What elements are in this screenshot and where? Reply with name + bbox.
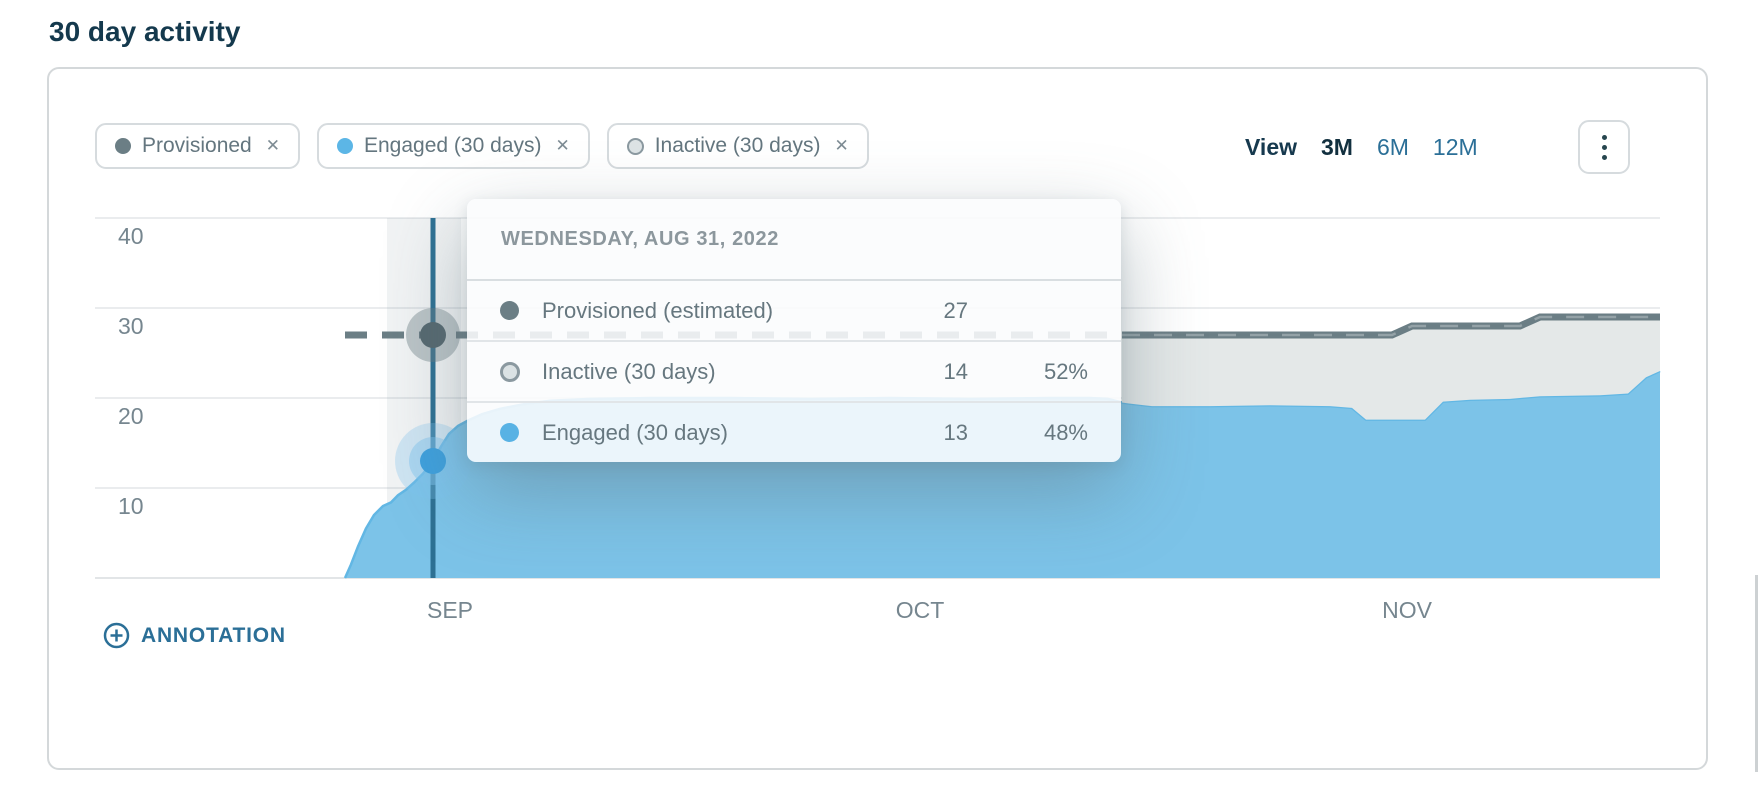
kebab-menu-icon: [1601, 134, 1607, 160]
remove-filter-icon[interactable]: ✕: [265, 136, 280, 155]
x-axis-tick: SEP: [426, 597, 474, 623]
view-option-12m[interactable]: 12M: [1432, 133, 1478, 160]
provisioned-dot-icon: [500, 301, 519, 320]
x-axis-tick: NOV: [1382, 597, 1432, 623]
page-title: 30 day activity: [49, 16, 241, 47]
engaged-dot-icon: [336, 138, 353, 154]
tooltip-value: 14: [943, 358, 968, 384]
filter-chip-provisioned[interactable]: Provisioned ✕: [95, 123, 300, 169]
tooltip-row-engaged: Engaged (30 days) 13 48%: [467, 403, 1121, 462]
tooltip-value: 27: [943, 297, 968, 323]
remove-filter-icon[interactable]: ✕: [555, 136, 570, 155]
provisioned-dot-icon: [115, 138, 131, 154]
filter-chip-label: Engaged (30 days): [363, 134, 542, 157]
y-axis-tick: 20: [118, 403, 144, 429]
chart-options-button[interactable]: [1578, 120, 1630, 174]
chart-tooltip: WEDNESDAY, AUG 31, 2022 Provisioned (est…: [467, 199, 1121, 462]
x-axis-tick: OCT: [895, 597, 945, 623]
plus-circle-icon: [103, 622, 130, 649]
annotation-label: ANNOTATION: [141, 623, 286, 647]
engaged-dot-icon: [500, 423, 519, 442]
filter-chip-label: Inactive (30 days): [654, 134, 821, 157]
adjacent-panel-edge: [1755, 575, 1758, 772]
tooltip-row-inactive: Inactive (30 days) 14 52%: [467, 342, 1121, 403]
inactive-dot-icon: [500, 361, 520, 382]
filter-chips: Provisioned ✕ Engaged (30 days) ✕ Inacti…: [95, 123, 869, 169]
tooltip-value: 13: [943, 419, 968, 445]
add-annotation-button[interactable]: ANNOTATION: [103, 622, 286, 649]
tooltip-series-label: Provisioned (estimated): [542, 297, 774, 323]
view-option-6m[interactable]: 6M: [1376, 133, 1409, 160]
tooltip-row-provisioned: Provisioned (estimated) 27: [467, 281, 1121, 342]
filter-chip-engaged[interactable]: Engaged (30 days) ✕: [316, 123, 590, 169]
tooltip-date: WEDNESDAY, AUG 31, 2022: [467, 199, 1121, 281]
filter-chip-inactive[interactable]: Inactive (30 days) ✕: [606, 123, 869, 169]
y-axis-tick: 40: [118, 223, 144, 249]
y-axis-tick: 10: [118, 493, 144, 519]
inactive-dot-icon: [626, 137, 644, 155]
y-axis-tick: 30: [118, 313, 144, 339]
view-switcher: View 3M 6M 12M: [1245, 123, 1478, 171]
tooltip-series-label: Inactive (30 days): [542, 358, 716, 384]
view-option-3m[interactable]: 3M: [1321, 133, 1353, 160]
tooltip-percent: 48%: [1043, 419, 1088, 445]
view-label: View: [1245, 133, 1297, 160]
remove-filter-icon[interactable]: ✕: [834, 136, 849, 155]
tooltip-series-label: Engaged (30 days): [542, 419, 728, 445]
filter-chip-label: Provisioned: [142, 134, 252, 157]
tooltip-percent: 52%: [1043, 358, 1088, 384]
